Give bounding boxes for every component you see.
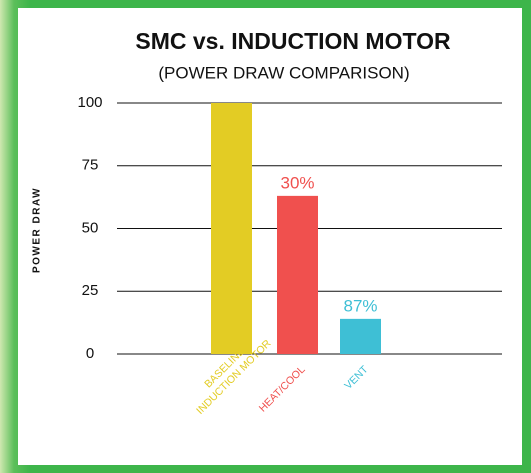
chart-title: SMC vs. INDUCTION MOTOR <box>135 28 451 54</box>
y-tick-label: 0 <box>86 345 94 362</box>
bar <box>277 195 318 354</box>
bar-annotation: 87% <box>343 296 377 315</box>
bar-annotation: 30% <box>280 173 314 192</box>
x-tick-label: HEAT/COOL <box>257 363 308 414</box>
y-tick-label: 50 <box>82 219 99 236</box>
y-tick-label: 75 <box>82 157 99 174</box>
x-tick-label: VENT <box>342 363 371 392</box>
panel <box>18 8 522 465</box>
y-tick-label: 100 <box>77 94 102 111</box>
y-axis-label: POWER DRAW <box>32 187 43 273</box>
chart-subtitle: (POWER DRAW COMPARISON) <box>158 63 409 82</box>
bar <box>211 103 252 354</box>
y-tick-label: 25 <box>82 282 99 299</box>
bar <box>340 318 381 354</box>
